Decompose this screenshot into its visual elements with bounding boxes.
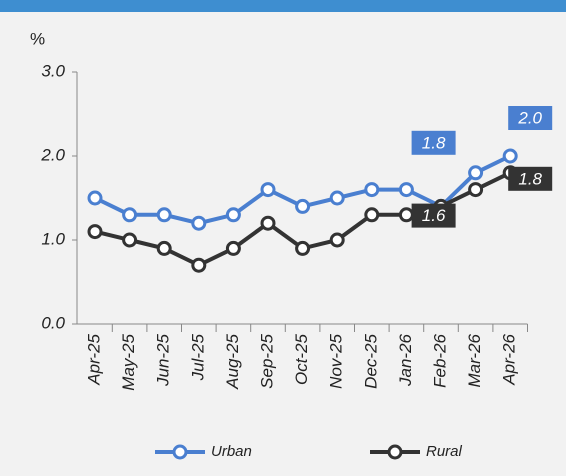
y-tick-label: 1.0 [41,229,65,248]
data-point [398,182,414,198]
x-tick-label: May-25 [119,333,138,390]
y-axis-label: % [30,29,45,48]
x-tick-label: Jan-26 [396,333,415,387]
data-point [295,198,311,214]
x-tick-label: Oct-25 [292,333,311,385]
data-label: 1.8 [422,133,446,152]
data-point [398,207,414,223]
x-tick-label: Feb-26 [430,333,449,387]
data-point [329,190,345,206]
data-point [122,232,138,248]
data-point [260,215,276,231]
x-tick-label: Apr-26 [500,333,519,385]
x-tick-label: Sep-25 [257,333,276,388]
data-point [191,257,207,273]
x-tick-label: Nov-25 [327,333,346,388]
x-tick-label: Dec-25 [361,333,380,388]
legend-label: Urban [211,443,252,460]
data-label-box [411,130,456,155]
data-point [87,190,103,206]
data-point [225,240,241,256]
data-point [156,207,172,223]
data-point [260,182,276,198]
data-label: 1.6 [422,206,446,225]
y-tick-label: 2.0 [40,145,65,164]
legend-label: Rural [426,443,463,460]
data-label-box [508,166,553,191]
data-point [156,240,172,256]
data-point [502,148,518,164]
x-tick-label: Mar-26 [465,333,484,387]
header-bar [0,0,566,12]
data-point [364,182,380,198]
y-tick-label: 3.0 [41,61,65,80]
legend-marker [172,444,188,460]
data-label: 2.0 [517,108,542,127]
data-point [191,215,207,231]
data-point [329,232,345,248]
data-point [295,240,311,256]
legend-marker [387,444,403,460]
data-point [122,207,138,223]
data-point [87,224,103,240]
data-label-box [411,203,456,228]
data-point [468,165,484,181]
x-tick-label: Apr-25 [84,333,103,385]
data-point [468,182,484,198]
x-tick-label: Jun-25 [154,333,173,387]
data-label: 1.8 [518,169,542,188]
data-point [225,207,241,223]
data-point [364,207,380,223]
x-tick-label: Aug-25 [223,333,242,389]
x-tick-label: Jul-25 [188,333,207,381]
data-label-box [508,106,553,130]
y-tick-label: 0.0 [41,313,65,332]
